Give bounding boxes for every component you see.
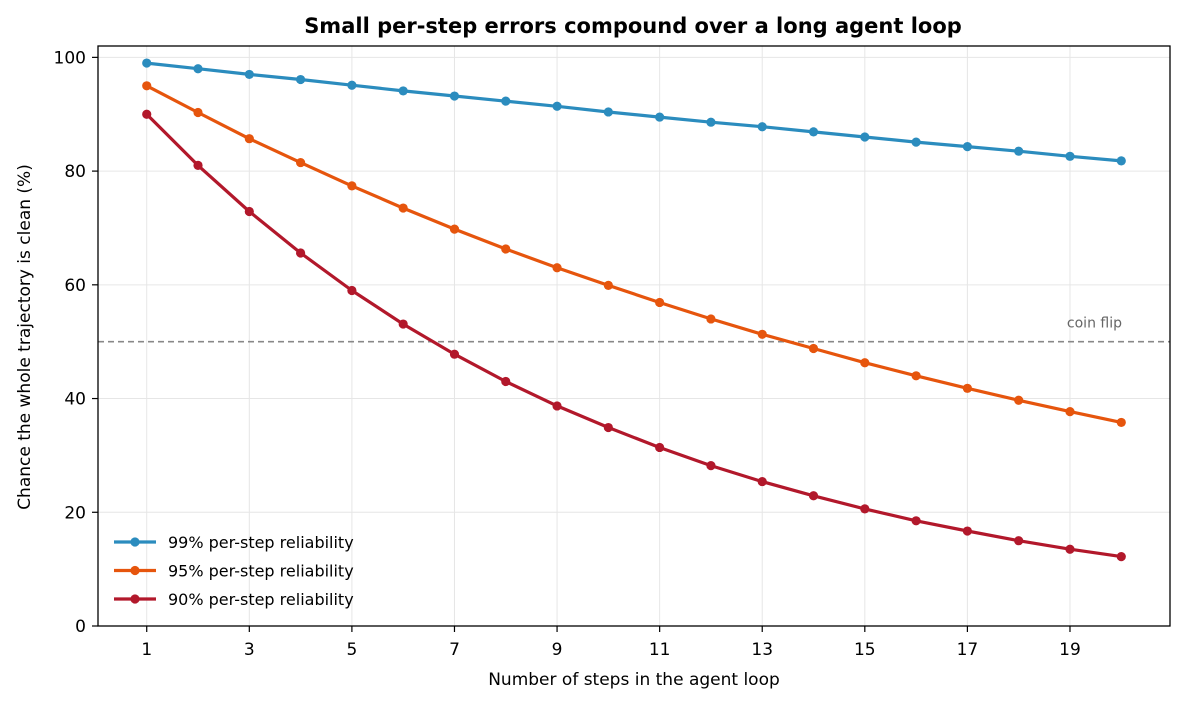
data-point-95pct <box>655 297 665 308</box>
data-point-95pct <box>193 107 203 118</box>
series-line-99pct <box>145 61 1123 163</box>
chart-title: Small per-step errors compound over a lo… <box>304 14 962 38</box>
data-point-99pct <box>1116 156 1126 166</box>
data-point-90pct <box>296 248 306 258</box>
data-point-95pct <box>757 329 767 339</box>
y-tick-label: 0 <box>75 617 86 637</box>
y-axis-label: Chance the whole trajectory is clean (%) <box>15 164 35 510</box>
x-tick-label: 5 <box>346 640 357 660</box>
data-point-99pct <box>398 86 408 96</box>
legend-label: 99% per-step reliability <box>168 533 354 552</box>
data-point-99pct <box>296 74 306 85</box>
x-axis-label: Number of steps in the agent loop <box>488 670 780 690</box>
x-tick-label: 7 <box>449 640 460 660</box>
series-line-95pct <box>145 84 1123 424</box>
y-tick-label: 60 <box>64 276 86 296</box>
plot-frame <box>97 45 1171 627</box>
data-point-90pct <box>142 109 152 119</box>
data-point-90pct <box>552 401 562 411</box>
data-point-95pct <box>347 181 357 191</box>
data-point-99pct <box>860 132 870 142</box>
data-point-90pct <box>655 442 665 453</box>
legend: 99% per-step reliability 95% per-step rel… <box>114 533 354 609</box>
data-point-99pct <box>501 96 511 106</box>
data-point-90pct <box>860 504 870 514</box>
data-point-90pct <box>706 461 716 471</box>
y-tick-label: 80 <box>64 162 86 182</box>
data-point-95pct <box>552 263 562 273</box>
x-tick-label: 9 <box>552 640 563 660</box>
y-tick-label: 20 <box>64 503 86 523</box>
data-point-95pct <box>1065 407 1075 417</box>
data-point-90pct <box>347 285 357 296</box>
x-tick-label: 13 <box>751 640 773 660</box>
legend-marker <box>130 594 140 604</box>
data-point-95pct <box>911 371 921 381</box>
data-point-99pct <box>962 142 972 152</box>
coin-flip-label: coin flip <box>1067 316 1122 332</box>
data-point-99pct <box>244 69 254 80</box>
legend-marker <box>130 537 140 547</box>
data-point-95pct <box>501 244 511 254</box>
series-group <box>142 58 1126 562</box>
data-point-90pct <box>244 206 254 217</box>
legend-marker <box>130 565 140 576</box>
y-tick-label: 40 <box>64 390 86 410</box>
data-point-99pct <box>757 122 767 132</box>
data-point-95pct <box>860 358 870 368</box>
data-point-95pct <box>1014 395 1024 405</box>
data-point-95pct <box>296 157 306 168</box>
data-point-90pct <box>501 376 511 387</box>
data-point-95pct <box>603 280 613 290</box>
data-point-90pct <box>398 319 408 329</box>
data-point-90pct <box>962 526 972 536</box>
data-point-99pct <box>193 64 203 74</box>
data-point-99pct <box>449 91 460 101</box>
series-line-90pct <box>145 112 1123 559</box>
data-point-95pct <box>962 383 972 393</box>
data-point-99pct <box>142 58 152 68</box>
data-point-95pct <box>449 224 460 234</box>
data-point-99pct <box>1014 146 1024 156</box>
data-point-90pct <box>1014 536 1024 546</box>
data-point-95pct <box>808 343 819 354</box>
data-point-90pct <box>193 160 203 171</box>
reference-line-group: coin flip <box>98 316 1170 343</box>
data-point-90pct <box>808 491 819 501</box>
data-point-95pct <box>142 81 152 91</box>
data-point-99pct <box>552 101 562 111</box>
data-point-99pct <box>347 80 357 90</box>
data-point-95pct <box>1116 417 1126 428</box>
x-tick-label: 17 <box>957 640 979 660</box>
data-point-90pct <box>1065 544 1075 554</box>
data-point-99pct <box>655 112 665 122</box>
data-point-90pct <box>911 516 921 526</box>
data-point-95pct <box>244 134 254 144</box>
data-point-90pct <box>449 349 460 359</box>
data-point-99pct <box>911 137 921 147</box>
y-tick-label: 100 <box>54 48 86 68</box>
data-point-90pct <box>1116 552 1126 562</box>
x-tick-label: 3 <box>244 640 255 660</box>
data-point-99pct <box>1065 151 1075 161</box>
x-tick-label: 19 <box>1059 640 1081 660</box>
legend-label: 95% per-step reliability <box>168 562 354 581</box>
data-point-95pct <box>706 314 716 324</box>
legend-label: 90% per-step reliability <box>168 590 354 609</box>
data-point-99pct <box>603 107 613 117</box>
data-point-99pct <box>706 117 716 127</box>
data-point-99pct <box>808 127 819 137</box>
x-tick-label: 1 <box>141 640 152 660</box>
x-tick-label: 11 <box>649 640 671 660</box>
data-point-90pct <box>603 422 613 433</box>
data-point-95pct <box>398 203 408 213</box>
data-point-90pct <box>757 476 767 487</box>
x-tick-label: 15 <box>854 640 876 660</box>
